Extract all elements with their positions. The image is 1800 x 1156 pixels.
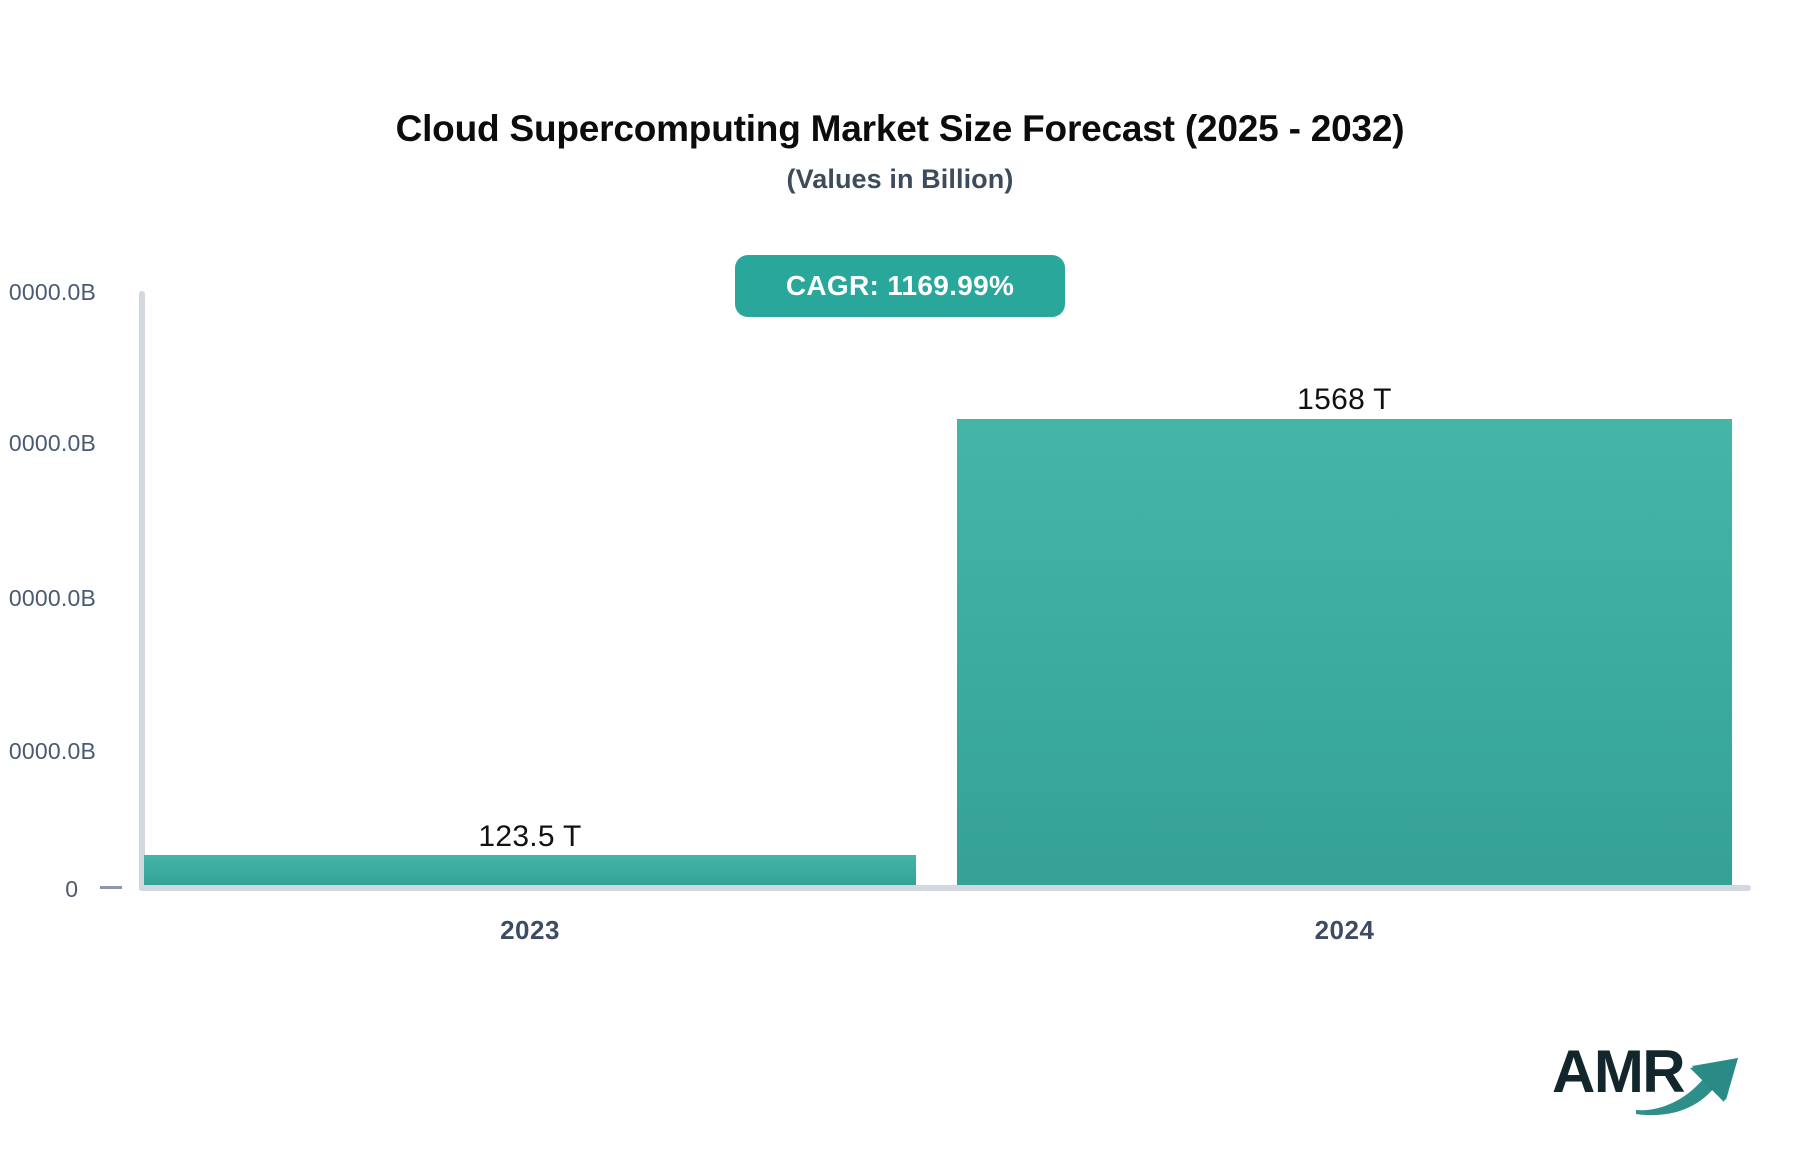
y-axis-zero-tick-mark (100, 886, 122, 889)
x-axis-tick-label-2023: 2023 (500, 915, 560, 945)
bar-value-label-2024: 1568 T (1297, 383, 1392, 416)
y-axis-tick-label-1: 0000.0B (8, 738, 96, 764)
page-title: Cloud Supercomputing Market Size Forecas… (395, 108, 1405, 149)
title-block: Cloud Supercomputing Market Size Forecas… (0, 108, 1800, 195)
y-axis-tick-label-4: 0000.0B (8, 279, 96, 305)
cagr-badge: CAGR: 1169.99% (735, 255, 1065, 317)
bar-2024[interactable] (957, 419, 1732, 885)
y-axis-tick-label-2: 0000.0B (8, 585, 96, 611)
x-axis-line (139, 885, 1751, 891)
amr-logo-text: AMR (1552, 1038, 1686, 1105)
bar-2023[interactable] (144, 855, 916, 885)
y-axis-line (139, 291, 145, 891)
bar-value-label-2023: 123.5 T (478, 820, 582, 853)
y-axis-tick-label-zero: 0 (65, 876, 78, 902)
growth-arrow-icon (1636, 1058, 1738, 1116)
y-axis-tick-label-3: 0000.0B (8, 430, 96, 456)
cagr-badge-label: CAGR: 1169.99% (785, 270, 1015, 301)
x-axis-tick-label-2024: 2024 (1314, 915, 1375, 945)
amr-logo: AMR (1552, 1030, 1742, 1116)
chart-subtitle: (Values in Billion) (786, 163, 1014, 194)
